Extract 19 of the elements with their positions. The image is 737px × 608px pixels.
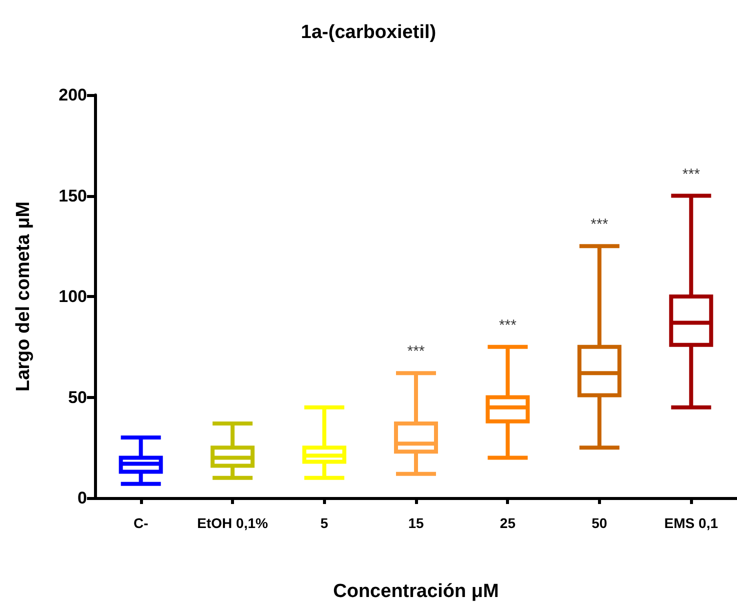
annotation: ***	[498, 316, 517, 334]
y-tick-label: 200	[58, 86, 87, 104]
annotation: ***	[407, 343, 425, 360]
x-tick-label: 15	[408, 515, 424, 531]
y-tick-label: 0	[78, 488, 87, 508]
y-tick-label: 100	[58, 287, 87, 306]
x-tick-label: EMS 0,1	[664, 515, 718, 531]
y-axis-title: Largo del cometa μM	[13, 201, 34, 392]
annotation: ***	[682, 166, 700, 183]
x-tick-label: EtOH 0,1%	[197, 515, 269, 531]
y-tick-label: 150	[58, 186, 87, 206]
x-axis-title: Concentración μM	[333, 581, 499, 602]
x-tick-label: 50	[592, 515, 608, 531]
x-tick-label: 25	[500, 515, 516, 531]
x-tick-label: 5	[320, 515, 328, 531]
y-tick-label: 50	[68, 388, 87, 407]
chart-title: 1a-(carboxietil)	[300, 22, 436, 43]
annotation: ***	[590, 216, 608, 234]
x-tick-label: C-	[133, 515, 149, 531]
